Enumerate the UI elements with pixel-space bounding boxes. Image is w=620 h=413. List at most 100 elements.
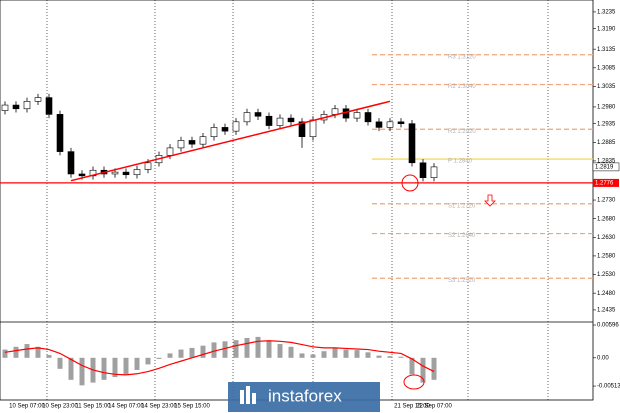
x-tick-label: 10 Sep 07:00 (9, 404, 45, 410)
candle-body (144, 162, 152, 170)
pivot-label: R3 1.3120 (448, 54, 476, 60)
candle-body (12, 104, 20, 110)
macd-bar (112, 357, 118, 378)
y-tick-label: 1.3135 (597, 47, 616, 53)
macd-bar (178, 349, 184, 358)
candle-body (232, 121, 240, 132)
macd-bar (68, 357, 74, 380)
plot-frame (0, 0, 594, 401)
highlight-circle (403, 374, 425, 390)
candle-body (419, 162, 427, 178)
candle-body (221, 127, 229, 132)
macd-bar (420, 357, 426, 383)
candle-body (56, 114, 64, 152)
y-tick-label: 0.00596 (597, 323, 619, 329)
candle-body (331, 108, 339, 115)
y-tick-label: 1.3235 (597, 9, 616, 15)
highlight-circle (401, 174, 419, 192)
macd-bar (79, 357, 85, 386)
y-tick-label: 1.3035 (597, 84, 616, 90)
macd-bar (57, 357, 63, 369)
macd-bar (332, 347, 338, 358)
macd-bar (387, 356, 393, 358)
candle-body (375, 121, 383, 128)
macd-bar (24, 344, 30, 358)
macd-bar (46, 355, 52, 358)
macd-bar (431, 357, 437, 380)
candle-body (111, 171, 119, 175)
macd-bar (266, 341, 272, 358)
y-tick-label: -0.00513 (597, 384, 620, 390)
y-tick-label: 1.2980 (597, 104, 616, 110)
macd-bar (134, 357, 140, 370)
macd-bar (244, 337, 250, 358)
watermark: instaforex (228, 382, 380, 412)
y-tick-label: 1.2435 (597, 308, 616, 314)
candle-body (23, 101, 31, 110)
x-tick-label: 15 Sep 15:00 (174, 404, 210, 410)
signal-line (4, 340, 435, 376)
y-tick-label: 0.00 (597, 355, 609, 361)
macd-bar (167, 353, 173, 358)
candle-body (199, 136, 207, 145)
macd-bar (365, 352, 371, 358)
support-label-box (593, 178, 619, 187)
macd-bar (2, 349, 8, 358)
y-tick-label: 1.2885 (597, 140, 616, 146)
trendline (70, 100, 391, 182)
candle-body (133, 169, 141, 176)
candle-body (243, 112, 251, 123)
y-tick-label: 1.2630 (597, 235, 616, 241)
x-tick-label: 22 Sep 07:00 (416, 404, 452, 410)
macd-bar (101, 357, 107, 380)
candle-body (254, 112, 262, 117)
macd-bar (13, 346, 19, 358)
macd-bar (211, 342, 217, 358)
pivot-label: R1 1.2920 (448, 129, 476, 135)
vertical-grid (46, 0, 549, 400)
candle-body (177, 140, 185, 149)
y-tick-label: 1.3085 (597, 65, 616, 71)
candle-body (287, 117, 295, 123)
x-tick-label: 14 Sep 07:00 (108, 404, 144, 410)
macd-bar (288, 346, 294, 358)
candle-body (265, 115, 273, 126)
macd-bar (123, 357, 129, 375)
candle-body (397, 121, 405, 124)
y-tick-label: 1.2835 (597, 159, 616, 165)
candle-body (166, 147, 174, 156)
candle-body (386, 121, 394, 128)
macd-bar (277, 344, 283, 358)
x-tick-label: 14 Sep 23:00 (141, 404, 177, 410)
macd-bar (376, 355, 382, 358)
macd-bar (310, 354, 316, 358)
candle-body (210, 127, 218, 138)
candle-body (45, 97, 53, 115)
macd-bar (398, 356, 404, 358)
y-tick-label: 1.2730 (597, 198, 616, 204)
y-tick-label: 1.2680 (597, 216, 616, 222)
x-tick-label: 11 Sep 15:00 (75, 404, 111, 410)
down-arrow (484, 194, 496, 207)
macd-bar (321, 351, 327, 358)
candle-body (1, 104, 9, 111)
pivot-label: P 1.2840 (448, 159, 473, 165)
support-label: 1.2776 (595, 180, 614, 186)
pivot-label: S2 1.2640 (448, 233, 476, 239)
macd-bar (35, 346, 41, 358)
candle-body (298, 121, 306, 138)
candle-body (353, 112, 361, 119)
y-tick-label: 1.2935 (597, 121, 616, 127)
pivot-label: R2 1.3040 (448, 84, 476, 90)
macd-bar (299, 353, 305, 358)
pivot-label: S1 1.2720 (448, 203, 476, 209)
macd-bar (409, 357, 415, 375)
macd-bar (233, 340, 239, 358)
y-tick-label: 1.2580 (597, 254, 616, 260)
candle-body (408, 123, 416, 164)
macd-bar (255, 336, 261, 358)
y-tick-label: 1.2530 (597, 272, 616, 278)
candle-body (78, 173, 86, 177)
candle-body (67, 151, 75, 175)
